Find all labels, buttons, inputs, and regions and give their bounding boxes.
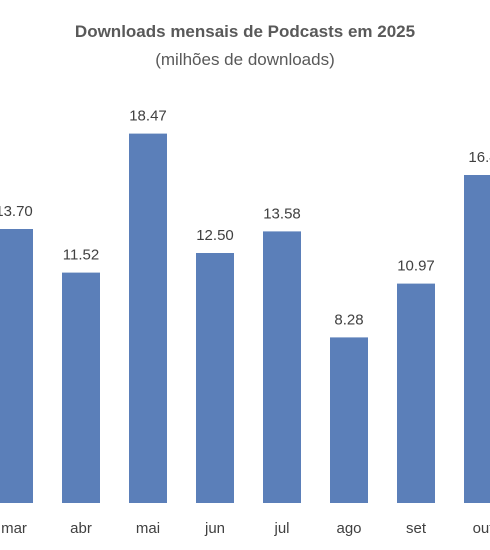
x-tick-mai: mai [136, 520, 160, 537]
data-label-jun: 12.50 [196, 227, 234, 244]
data-label-set: 10.97 [397, 258, 435, 275]
data-label-mar: 13.70 [0, 203, 33, 220]
chart-subtitle: (milhões de downloads) [155, 50, 335, 69]
data-label-abr: 11.52 [63, 247, 99, 264]
x-tick-out: out [473, 520, 490, 537]
bar-mar [0, 229, 33, 503]
x-tick-jul: jul [273, 520, 289, 537]
bar-out [464, 175, 490, 503]
bar-jul [263, 231, 301, 503]
x-tick-abr: abr [70, 520, 92, 537]
bar-jun [196, 253, 234, 503]
chart-title: Downloads mensais de Podcasts em 2025 [74, 22, 416, 41]
data-label-mai: 18.47 [129, 108, 167, 125]
x-tick-set: set [406, 520, 427, 537]
data-label-out: 16.4 [468, 149, 490, 166]
x-tick-ago: ago [336, 520, 361, 537]
x-tick-mar: mar [1, 520, 27, 537]
bar-set [397, 283, 435, 503]
data-label-ago: 8.28 [334, 311, 363, 328]
bar-ago [330, 337, 368, 503]
bar-mai [129, 133, 167, 503]
x-tick-jun: jun [204, 520, 225, 537]
data-label-jul: 13.58 [263, 205, 301, 222]
bar-abr [62, 272, 100, 503]
